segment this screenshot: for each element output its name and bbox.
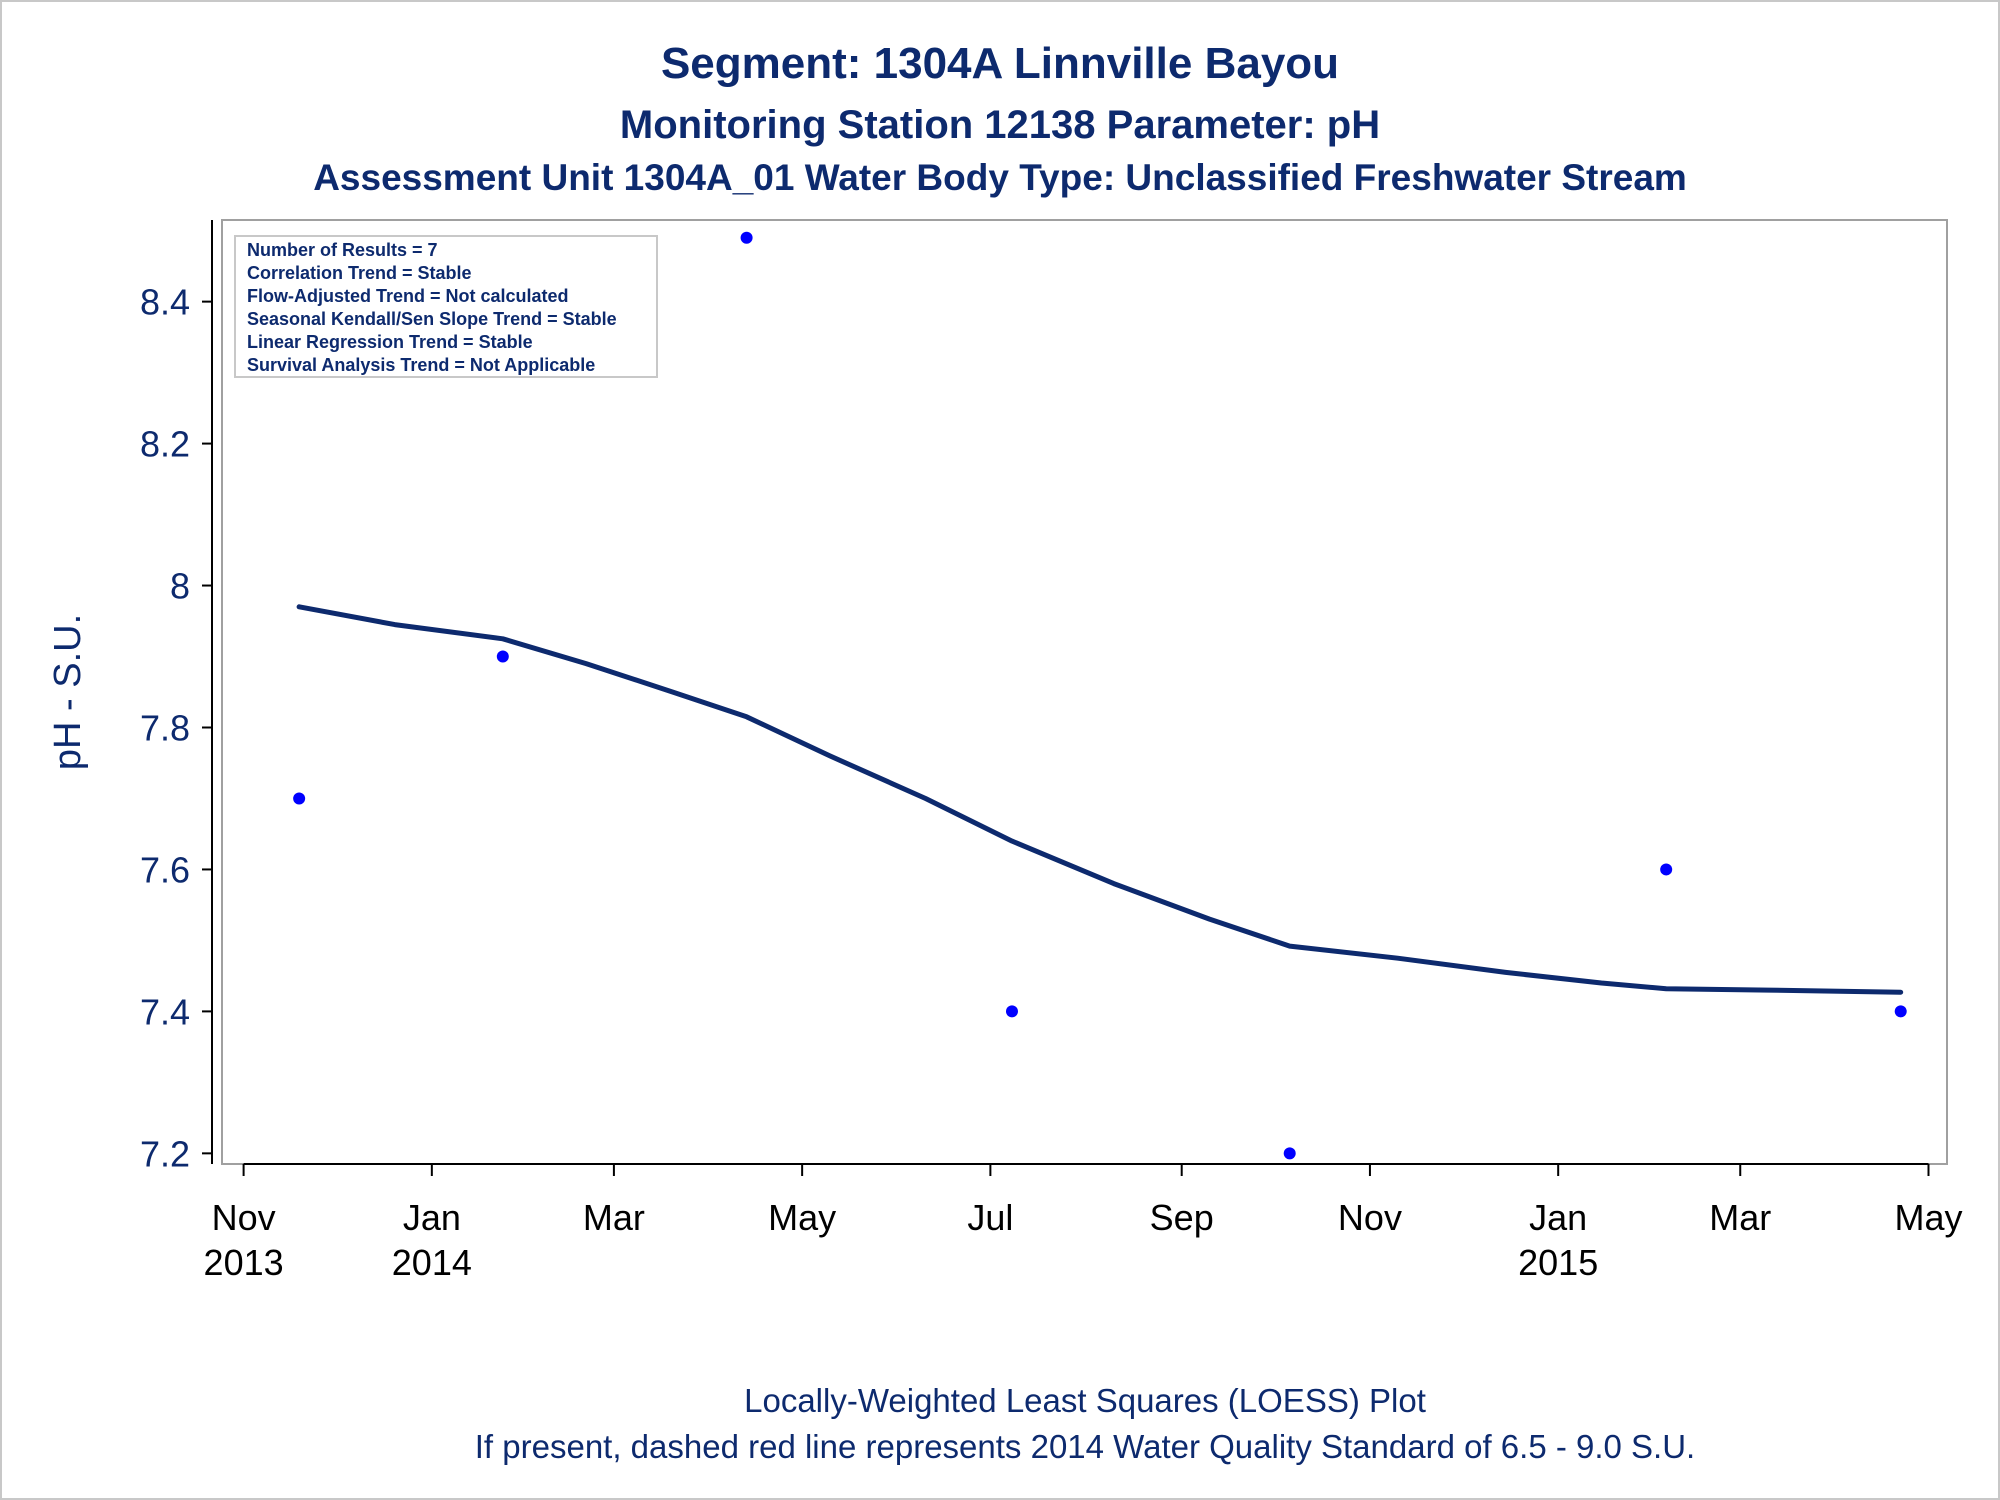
x-tick-label: May <box>768 1197 836 1238</box>
x-tick-label: Nov <box>1338 1197 1402 1238</box>
stats-line: Survival Analysis Trend = Not Applicable <box>247 355 595 375</box>
data-point <box>1660 863 1673 876</box>
x-tick-label: Mar <box>583 1197 645 1238</box>
chart-subtitle-2: Assessment Unit 1304A_01 Water Body Type… <box>313 157 1687 198</box>
chart-subtitle: Monitoring Station 12138 Parameter: pH <box>620 103 1380 147</box>
y-tick-label: 7.6 <box>140 849 190 890</box>
data-point <box>1894 1005 1907 1018</box>
x-tick-label: May <box>1894 1197 1962 1238</box>
x-tick-year-label: 2014 <box>392 1242 472 1283</box>
stats-line: Number of Results = 7 <box>247 240 438 260</box>
stats-line: Correlation Trend = Stable <box>247 263 472 283</box>
x-tick-label: Jul <box>967 1197 1013 1238</box>
x-tick-label: Nov <box>212 1197 276 1238</box>
data-point <box>740 231 753 244</box>
data-point <box>1005 1005 1018 1018</box>
y-axis-label: pH - S.U. <box>47 614 89 770</box>
x-tick-label: Sep <box>1150 1197 1214 1238</box>
y-tick-label: 7.2 <box>140 1133 190 1174</box>
x-tick-label: Mar <box>1709 1197 1771 1238</box>
x-tick-year-label: 2013 <box>204 1242 284 1283</box>
stats-box: Number of Results = 7 Correlation Trend … <box>234 235 658 378</box>
stats-line: Flow-Adjusted Trend = Not calculated <box>247 286 569 306</box>
data-point <box>496 650 509 663</box>
chart-title: Segment: 1304A Linnville Bayou <box>661 39 1339 88</box>
footnote-1: Locally-Weighted Least Squares (LOESS) P… <box>744 1382 1426 1419</box>
y-tick-label: 8.4 <box>140 282 190 323</box>
points-layer <box>293 231 1907 1160</box>
stats-line: Linear Regression Trend = Stable <box>247 332 533 352</box>
footnote-2: If present, dashed red line represents 2… <box>475 1428 1695 1465</box>
loess-line <box>296 604 1904 995</box>
stats-line: Seasonal Kendall/Sen Slope Trend = Stabl… <box>247 309 617 329</box>
data-point <box>1283 1147 1296 1160</box>
y-tick-label: 7.4 <box>140 991 190 1032</box>
x-tick-year-label: 2015 <box>1518 1242 1598 1283</box>
y-tick-label: 8 <box>170 566 190 607</box>
y-tick-label: 7.8 <box>140 707 190 748</box>
data-point <box>293 792 306 805</box>
x-tick-label: Jan <box>403 1197 461 1238</box>
stats-box-frame <box>234 235 658 378</box>
y-axis: 7.2 7.4 7.6 7.8 8 8.2 8.4 <box>140 220 213 1174</box>
y-tick-label: 8.2 <box>140 424 190 465</box>
x-tick-label: Jan <box>1529 1197 1587 1238</box>
loess-layer <box>296 604 1904 995</box>
